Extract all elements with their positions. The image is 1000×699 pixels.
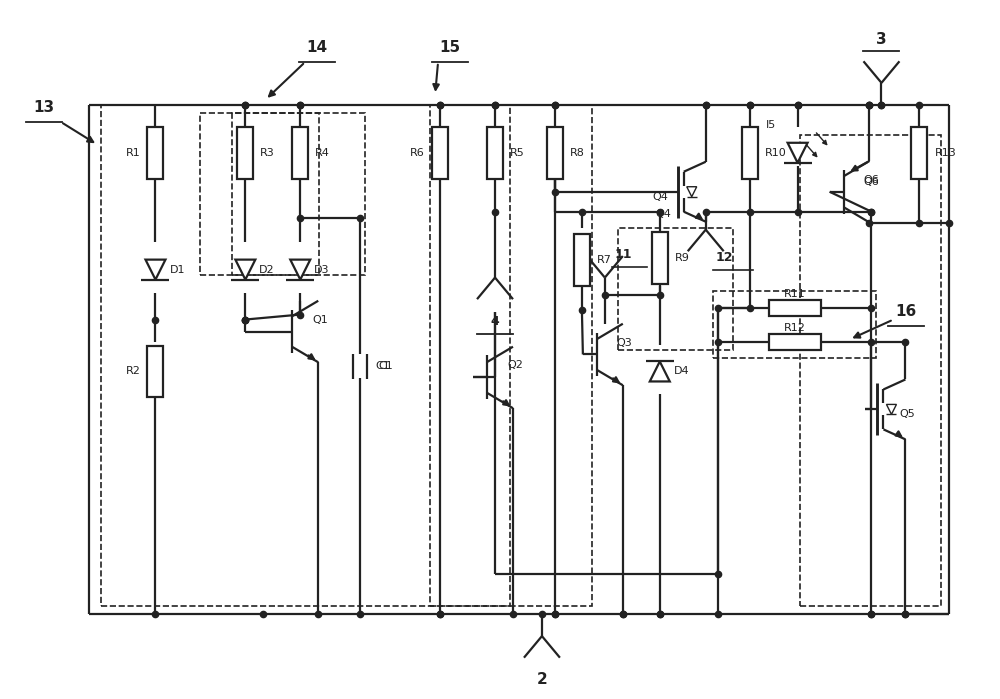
Text: R3: R3: [260, 147, 275, 158]
Text: C1: C1: [375, 361, 390, 371]
Text: 3: 3: [876, 32, 887, 47]
Text: Q6: Q6: [863, 175, 879, 185]
Text: Q6: Q6: [863, 177, 879, 187]
Polygon shape: [290, 259, 310, 280]
Bar: [232, 113, 319, 275]
Bar: [742, 127, 758, 179]
Text: R9: R9: [675, 252, 690, 263]
Text: 12: 12: [716, 251, 733, 264]
Text: Q4: Q4: [656, 209, 672, 219]
Bar: [147, 345, 163, 398]
Text: D1: D1: [169, 265, 185, 275]
Bar: [911, 127, 927, 179]
Text: I5: I5: [766, 120, 776, 130]
Text: R2: R2: [126, 366, 140, 377]
Text: R6: R6: [410, 147, 425, 158]
Text: D3: D3: [314, 265, 330, 275]
Bar: [652, 231, 668, 284]
Text: Q1: Q1: [312, 315, 328, 324]
Bar: [574, 233, 590, 286]
Polygon shape: [235, 259, 255, 280]
Polygon shape: [145, 259, 165, 280]
Text: R12: R12: [784, 322, 806, 333]
Text: D4: D4: [674, 366, 689, 377]
Text: Q2: Q2: [507, 361, 523, 370]
Text: R4: R4: [315, 147, 330, 158]
Bar: [800, 135, 941, 606]
Text: R10: R10: [765, 147, 786, 158]
Polygon shape: [650, 361, 670, 382]
Bar: [200, 113, 365, 275]
Text: 14: 14: [307, 41, 328, 55]
Text: Q4: Q4: [653, 192, 669, 202]
Bar: [547, 127, 563, 179]
Bar: [237, 127, 253, 179]
Text: 15: 15: [440, 41, 461, 55]
Bar: [487, 127, 503, 179]
Text: R5: R5: [510, 147, 525, 158]
Bar: [432, 127, 448, 179]
Bar: [147, 127, 163, 179]
Text: Q5: Q5: [899, 410, 915, 419]
Bar: [101, 105, 510, 606]
Bar: [769, 333, 821, 350]
Bar: [618, 228, 733, 350]
Bar: [292, 127, 308, 179]
Text: 4: 4: [491, 315, 499, 328]
Text: 13: 13: [33, 101, 54, 115]
Text: R7: R7: [597, 254, 612, 265]
Text: R8: R8: [570, 147, 585, 158]
Bar: [769, 300, 821, 315]
Text: 2: 2: [537, 672, 547, 687]
Bar: [713, 291, 876, 359]
Text: R13: R13: [934, 147, 956, 158]
Bar: [430, 105, 592, 606]
Text: 11: 11: [615, 248, 632, 261]
Text: Q3: Q3: [617, 338, 633, 347]
Text: C1: C1: [378, 361, 393, 371]
Polygon shape: [687, 187, 697, 196]
Text: 16: 16: [896, 304, 917, 319]
Text: D2: D2: [259, 265, 275, 275]
Polygon shape: [788, 143, 808, 163]
Text: R11: R11: [784, 289, 805, 298]
Text: R1: R1: [126, 147, 140, 158]
Polygon shape: [886, 405, 896, 415]
